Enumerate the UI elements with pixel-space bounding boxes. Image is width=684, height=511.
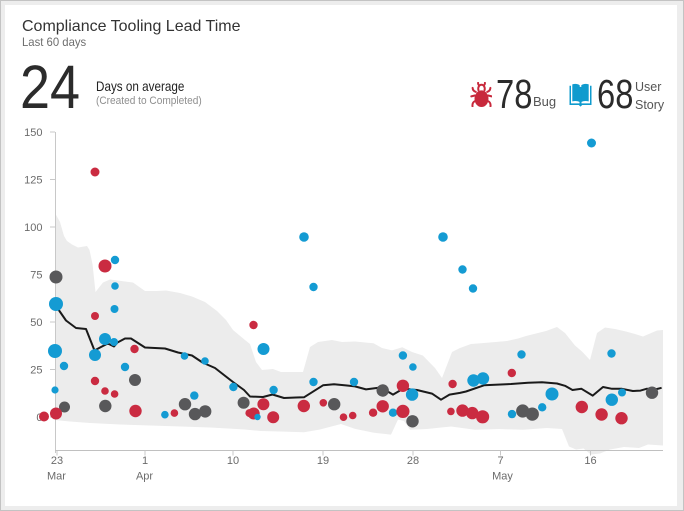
svg-text:Apr: Apr (136, 470, 153, 482)
svg-text:75: 75 (30, 270, 42, 282)
svg-text:7: 7 (497, 455, 503, 467)
svg-text:28: 28 (407, 455, 419, 467)
svg-text:100: 100 (24, 222, 42, 234)
svg-text:125: 125 (24, 175, 42, 187)
svg-text:1: 1 (142, 455, 148, 467)
svg-text:19: 19 (317, 455, 329, 467)
svg-text:25: 25 (30, 365, 42, 377)
svg-text:10: 10 (227, 455, 239, 467)
svg-text:May: May (492, 470, 513, 482)
svg-text:23: 23 (51, 455, 63, 467)
svg-text:50: 50 (30, 317, 42, 329)
svg-text:Mar: Mar (47, 470, 66, 482)
svg-text:150: 150 (24, 127, 42, 139)
svg-text:16: 16 (584, 455, 596, 467)
